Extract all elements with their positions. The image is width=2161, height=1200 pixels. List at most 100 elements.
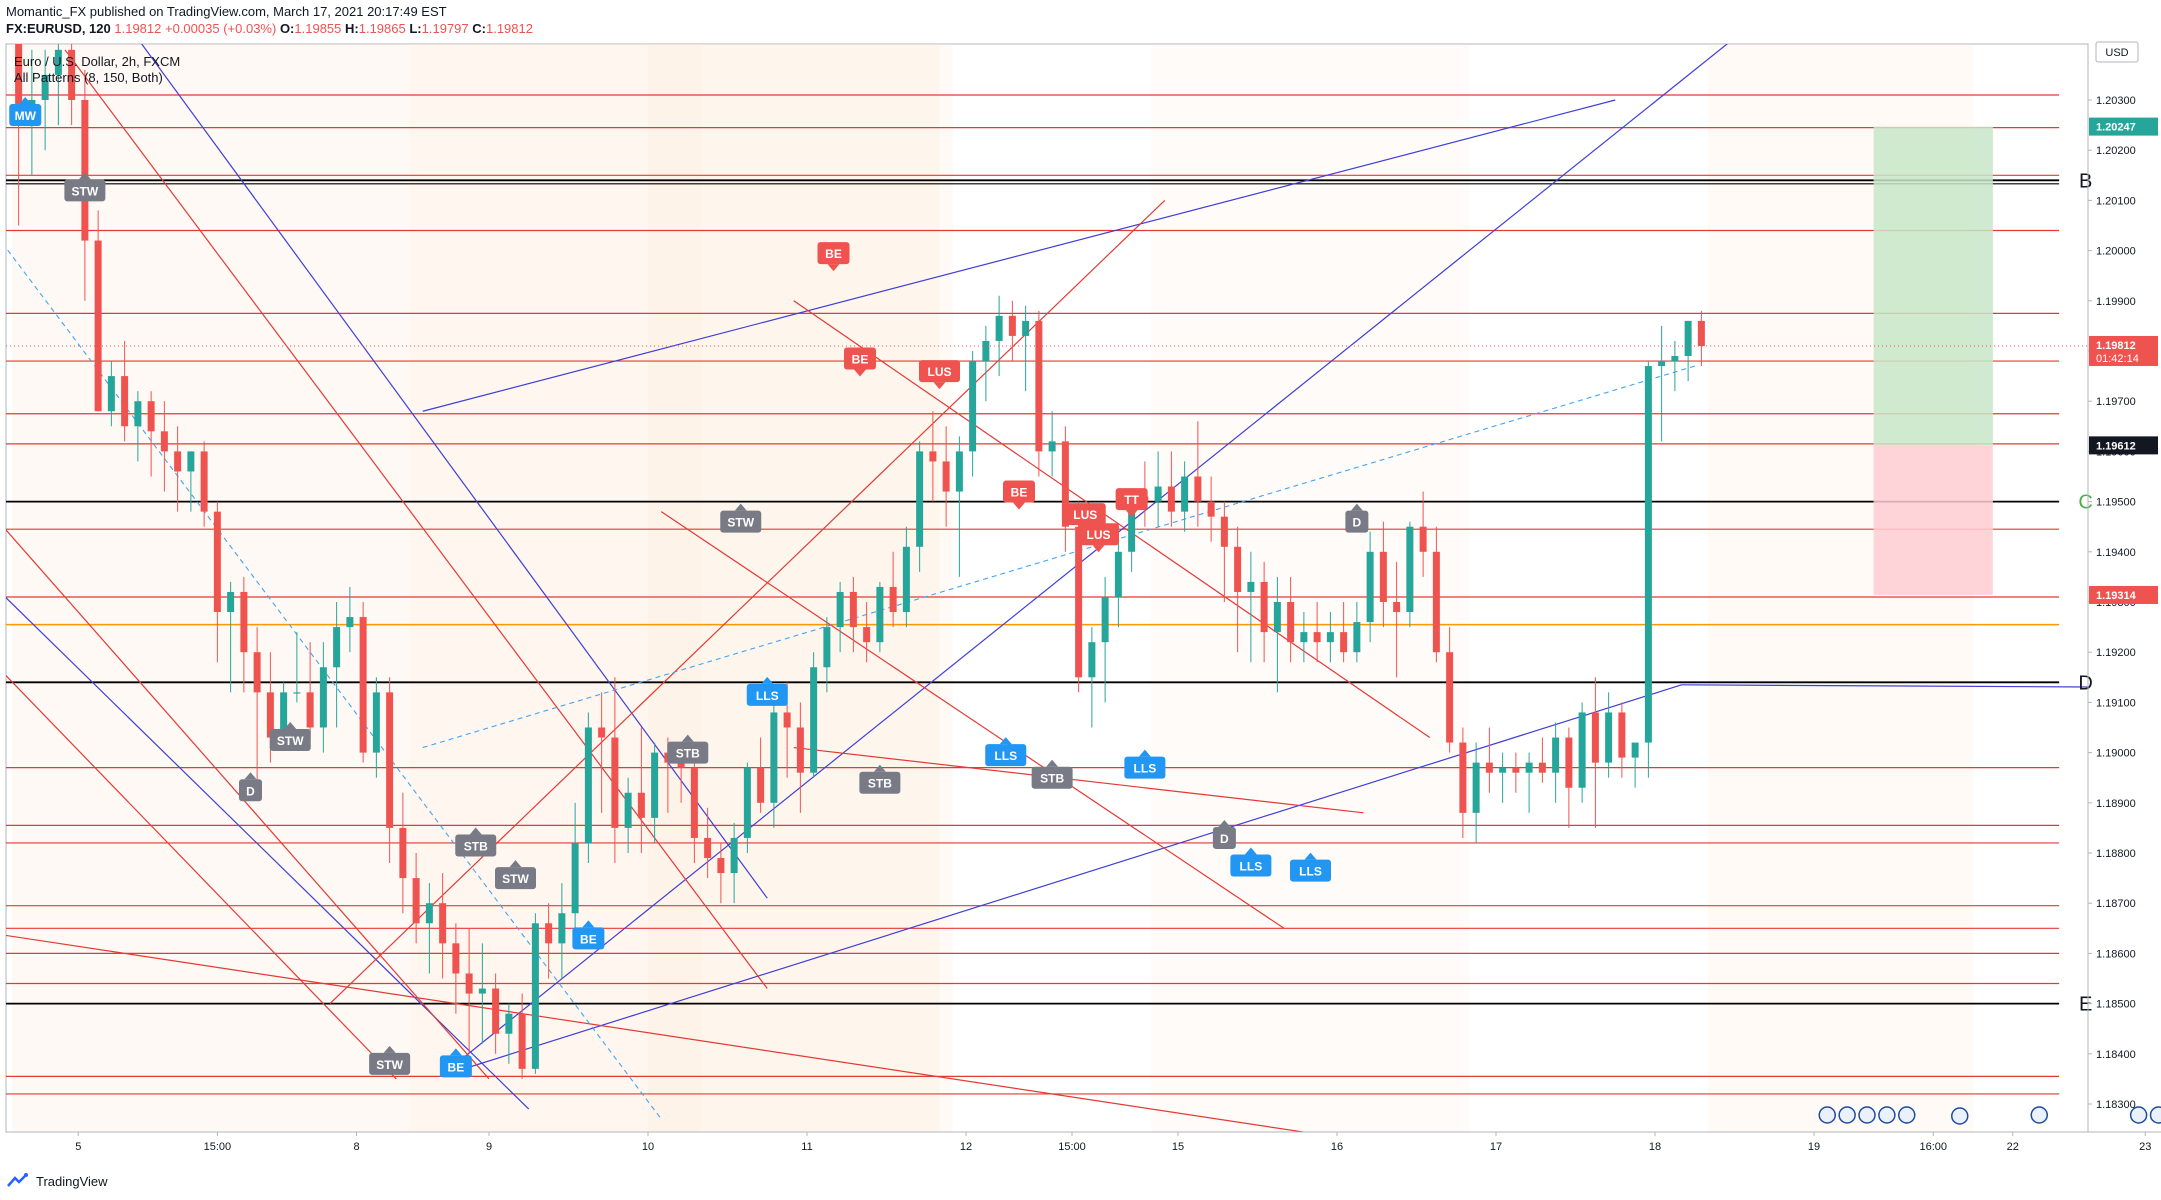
pattern-badge-d[interactable]: D: [1212, 819, 1236, 849]
candle-body[interactable]: [1048, 441, 1056, 452]
pattern-badge-stw[interactable]: STW: [495, 860, 536, 890]
candle-body[interactable]: [319, 667, 327, 728]
candle-body[interactable]: [160, 431, 168, 452]
candle-body[interactable]: [902, 546, 910, 613]
candle-body[interactable]: [1154, 486, 1162, 502]
candle-body[interactable]: [425, 903, 433, 924]
pattern-badge-lls[interactable]: LLS: [1124, 749, 1166, 779]
pattern-badge-lls[interactable]: LLS: [746, 676, 788, 706]
candle-body[interactable]: [1366, 551, 1374, 623]
candle-body[interactable]: [253, 652, 261, 693]
candle-body[interactable]: [1406, 526, 1414, 613]
candle-body[interactable]: [280, 692, 288, 738]
candle-body[interactable]: [810, 667, 818, 773]
pattern-badge-be[interactable]: BE: [572, 920, 605, 950]
candle-body[interactable]: [147, 401, 155, 432]
candle-body[interactable]: [624, 792, 632, 828]
candle-body[interactable]: [677, 762, 685, 768]
candle-body[interactable]: [1485, 762, 1493, 773]
candle-body[interactable]: [372, 692, 380, 753]
candle-body[interactable]: [107, 376, 115, 412]
candle-body[interactable]: [1459, 742, 1467, 813]
candle-body[interactable]: [359, 617, 367, 753]
pattern-badge-lus[interactable]: LUS: [1078, 523, 1119, 553]
candle-body[interactable]: [1061, 441, 1069, 527]
candle-body[interactable]: [1128, 496, 1136, 552]
candle-body[interactable]: [54, 49, 62, 75]
candle-body[interactable]: [227, 591, 235, 613]
candle-body[interactable]: [1287, 602, 1295, 643]
candle-body[interactable]: [187, 451, 195, 472]
pattern-badge-stw[interactable]: STW: [720, 503, 762, 533]
candle-body[interactable]: [1644, 366, 1652, 743]
candle-body[interactable]: [637, 792, 645, 818]
candle-body[interactable]: [266, 692, 274, 738]
candle-body[interactable]: [929, 451, 937, 462]
candle-body[interactable]: [1260, 581, 1268, 633]
candle-body[interactable]: [942, 461, 950, 492]
candle-body[interactable]: [1658, 361, 1666, 367]
candle-body[interactable]: [200, 451, 208, 512]
candle-body[interactable]: [1220, 516, 1228, 547]
candle-body[interactable]: [704, 837, 712, 859]
candle-body[interactable]: [1472, 762, 1480, 813]
event-icon[interactable]: [1858, 1106, 1876, 1124]
candle-body[interactable]: [452, 943, 460, 974]
pattern-badge-stw[interactable]: STW: [64, 172, 106, 202]
candle-body[interactable]: [1605, 712, 1613, 763]
candle-body[interactable]: [730, 837, 738, 874]
pattern-badge-be[interactable]: BE: [1003, 480, 1035, 510]
candle-body[interactable]: [1538, 762, 1546, 773]
event-icon[interactable]: [2149, 1106, 2161, 1124]
time-axis[interactable]: 5 15:00 8 9 10 11 12 15:00 15 16 17 18 19 16:00 22 23: [6, 1131, 2161, 1153]
candle-body[interactable]: [1340, 632, 1348, 653]
candle-body[interactable]: [1194, 476, 1202, 502]
candle-body[interactable]: [611, 737, 619, 828]
candle-body[interactable]: [1525, 762, 1533, 773]
candle-body[interactable]: [1512, 767, 1520, 773]
pattern-badge-stb[interactable]: STB: [667, 734, 709, 764]
candle-body[interactable]: [1326, 632, 1334, 643]
candle-body[interactable]: [1432, 551, 1440, 653]
pattern-badge-stb[interactable]: STB: [1031, 759, 1073, 789]
candle-body[interactable]: [1300, 632, 1308, 643]
candle-body[interactable]: [1181, 476, 1189, 512]
candle-body[interactable]: [717, 858, 725, 874]
candle-body[interactable]: [1088, 642, 1096, 678]
currency-badge[interactable]: [2095, 41, 2139, 63]
candle-body[interactable]: [68, 49, 76, 100]
pattern-badge-lus[interactable]: LUS: [919, 360, 960, 390]
candle-body[interactable]: [1393, 602, 1401, 613]
event-icon[interactable]: [2129, 1106, 2148, 1124]
pattern-badge-stb[interactable]: STB: [455, 827, 497, 857]
candle-body[interactable]: [1207, 501, 1215, 517]
pattern-badge-lls[interactable]: LLS: [1230, 847, 1272, 877]
candle-body[interactable]: [439, 903, 447, 944]
event-icon[interactable]: [1878, 1106, 1896, 1124]
candle-body[interactable]: [399, 827, 407, 879]
candle-body[interactable]: [757, 767, 765, 803]
candle-body[interactable]: [1631, 742, 1639, 758]
pattern-badge-be[interactable]: BE: [439, 1048, 472, 1078]
event-icon[interactable]: [1951, 1107, 1969, 1125]
pattern-badge-stw[interactable]: STW: [269, 722, 311, 752]
candle-body[interactable]: [1552, 737, 1560, 773]
candle-body[interactable]: [240, 591, 248, 653]
candle-body[interactable]: [571, 842, 579, 914]
candle-body[interactable]: [386, 692, 394, 828]
candle-body[interactable]: [783, 712, 791, 728]
candle-body[interactable]: [598, 727, 606, 738]
candle-body[interactable]: [213, 511, 221, 613]
candle-body[interactable]: [94, 240, 102, 412]
candle-body[interactable]: [1684, 320, 1692, 357]
pattern-badge-stb[interactable]: STB: [859, 764, 901, 794]
candle-body[interactable]: [545, 923, 553, 944]
position-profit-zone[interactable]: [1873, 126, 1993, 446]
candle-body[interactable]: [1618, 712, 1626, 758]
candle-body[interactable]: [1565, 737, 1573, 788]
pattern-badge-lls[interactable]: LLS: [1290, 852, 1331, 882]
pattern-badge-be[interactable]: BE: [844, 347, 876, 377]
candle-body[interactable]: [15, 35, 23, 126]
candle-body[interactable]: [1353, 622, 1361, 653]
